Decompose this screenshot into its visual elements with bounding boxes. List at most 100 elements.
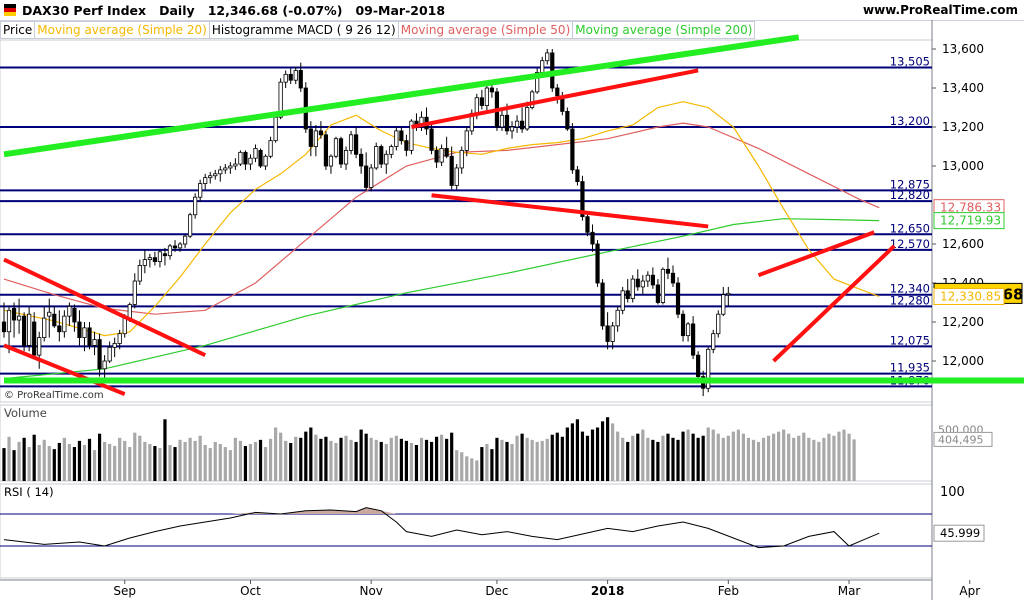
candle xyxy=(394,127,399,151)
volume-bar xyxy=(42,439,46,481)
volume-bar xyxy=(852,439,856,481)
volume-bar xyxy=(485,443,489,481)
candle xyxy=(555,84,560,104)
candle xyxy=(364,152,369,192)
candle xyxy=(82,322,87,352)
candle-body xyxy=(6,309,12,333)
volume-bar xyxy=(570,423,574,481)
candle-body xyxy=(172,245,178,249)
volume-bar xyxy=(62,437,66,481)
candle xyxy=(313,125,318,157)
candle-body xyxy=(479,97,484,106)
candle xyxy=(177,242,183,252)
candle-body xyxy=(142,259,147,266)
volume-bar xyxy=(228,450,232,481)
volume-bar xyxy=(666,433,670,481)
volume-bar xyxy=(52,449,56,481)
volume-bar xyxy=(213,441,217,481)
candle-body xyxy=(122,317,127,335)
candle-body xyxy=(680,313,686,337)
volume-last-badge xyxy=(933,431,993,447)
price-tick-label: 13,000 xyxy=(942,159,984,173)
candle xyxy=(620,286,625,315)
candle-body xyxy=(509,126,515,132)
x-tick-label: Sep xyxy=(113,584,136,598)
legend-item-sma50[interactable]: Moving average (Simple 50) xyxy=(397,21,574,39)
candle xyxy=(353,127,359,159)
volume-bar xyxy=(611,423,615,481)
candle xyxy=(67,302,72,326)
candle-body xyxy=(278,81,283,118)
candle-body xyxy=(268,140,273,157)
level-label: 11,870 xyxy=(890,373,930,387)
candle xyxy=(655,279,661,305)
volume-bar xyxy=(782,429,786,481)
volume-bar xyxy=(193,440,197,481)
candle xyxy=(263,154,268,170)
volume-bar xyxy=(334,442,338,481)
x-tick-label: 2018 xyxy=(591,584,624,598)
price-tick-label: 12,600 xyxy=(942,237,984,251)
candle xyxy=(87,322,92,350)
candle-body xyxy=(434,149,439,163)
candle-body xyxy=(494,91,500,128)
legend-item-macd[interactable]: Histogramme MACD ( 9 26 12) xyxy=(208,21,399,39)
legend-item-sma200[interactable]: Moving average (Simple 200) xyxy=(572,21,756,39)
candle xyxy=(434,146,439,168)
candle xyxy=(680,310,686,342)
volume-bar xyxy=(419,437,424,481)
volume-bar xyxy=(233,437,237,481)
candle-body xyxy=(625,290,630,299)
volume-bar xyxy=(465,456,469,481)
volume-bar xyxy=(701,435,705,481)
candle xyxy=(303,82,308,133)
volume-bar xyxy=(268,438,273,481)
volume-bar xyxy=(203,445,207,481)
candle-body xyxy=(565,111,570,130)
volume-bar xyxy=(460,452,464,481)
candle-body xyxy=(640,280,645,288)
legend-item-sma20[interactable]: Moving average (Simple 20) xyxy=(34,21,210,39)
candle xyxy=(635,269,640,291)
volume-bar xyxy=(545,438,549,481)
candle xyxy=(213,169,218,180)
candle xyxy=(530,89,535,110)
candle xyxy=(142,249,147,274)
candle-body xyxy=(414,120,419,126)
volume-bar xyxy=(47,446,51,481)
candle-body xyxy=(469,112,474,132)
volume-bar xyxy=(168,445,172,481)
volume-bar xyxy=(118,437,122,481)
level-label: 12,280 xyxy=(890,293,930,307)
volume-bar xyxy=(671,437,675,481)
candle xyxy=(504,103,510,135)
volume-bar xyxy=(354,441,358,481)
candle xyxy=(248,154,253,170)
candle xyxy=(318,121,323,139)
website-label[interactable]: www.ProRealTime.com xyxy=(863,3,1018,17)
last-price-label: 12,346.68 xyxy=(939,285,1023,303)
volume-bar xyxy=(585,435,590,481)
volume-bar xyxy=(299,437,303,481)
candle-body xyxy=(359,153,364,167)
candle xyxy=(560,91,565,116)
volume-bar xyxy=(188,437,192,481)
price-badge-label: 12,330.85 xyxy=(940,289,1001,303)
candle-body xyxy=(228,165,233,169)
candle xyxy=(379,144,384,168)
candle-body xyxy=(711,333,716,350)
volume-axis-label: 500,000 xyxy=(938,424,984,437)
candle xyxy=(348,130,354,155)
candle-body xyxy=(369,167,374,188)
volume-bar xyxy=(309,427,313,481)
rsi-panel-label: RSI ( 14) xyxy=(4,485,54,499)
rsi-last-label: 45.999 xyxy=(940,526,980,540)
candle-body xyxy=(57,325,62,333)
candle-body xyxy=(560,95,565,112)
candle xyxy=(399,127,404,145)
legend-item-price[interactable]: Price xyxy=(0,21,36,39)
candle-body xyxy=(102,360,107,370)
candle xyxy=(162,247,168,266)
volume-bar xyxy=(394,435,398,481)
